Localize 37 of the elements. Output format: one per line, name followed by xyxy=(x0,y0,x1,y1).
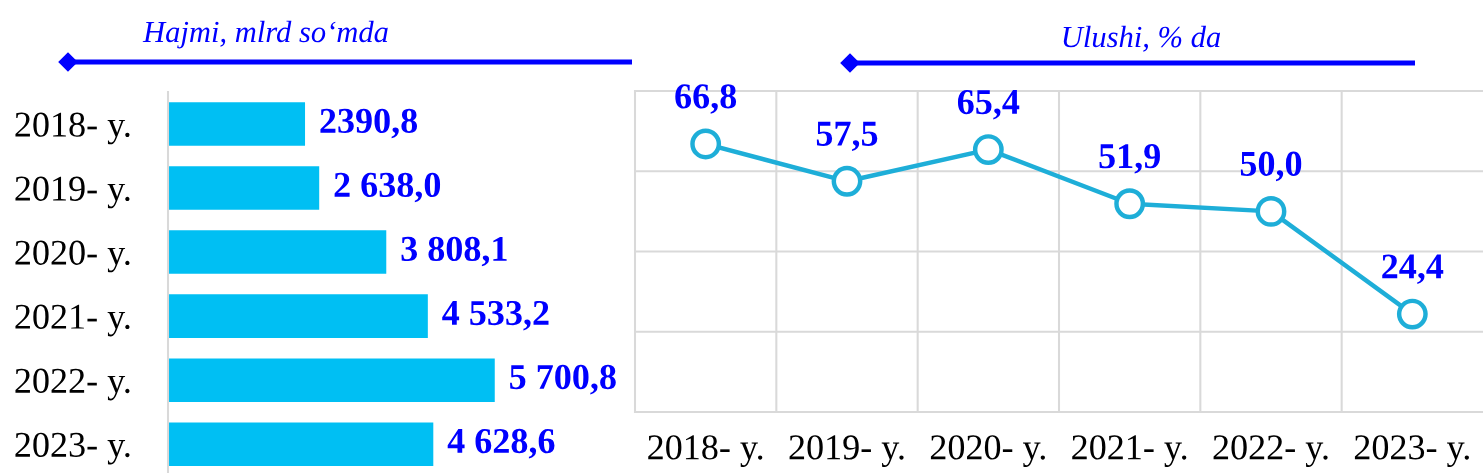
data-label: 2390,8 xyxy=(320,108,418,139)
data-label: 2 638,0 xyxy=(334,172,441,203)
point xyxy=(1396,298,1428,330)
y-tick-label: 2018- y. xyxy=(15,112,130,145)
point xyxy=(1114,188,1146,220)
data-label: 66,8 xyxy=(675,84,737,114)
data-label: 24,4 xyxy=(1382,254,1444,284)
bar xyxy=(168,422,434,466)
data-label: 4 628,6 xyxy=(447,428,555,459)
y-tick-label: 2021- y. xyxy=(15,304,130,337)
y-tick-label: 2022- y. xyxy=(15,368,130,401)
bar xyxy=(168,230,387,274)
data-label: 51,9 xyxy=(1099,144,1160,174)
point xyxy=(972,134,1004,165)
bar xyxy=(168,166,320,210)
point xyxy=(690,128,722,160)
data-label: 57,5 xyxy=(816,121,878,152)
data-label: 65,4 xyxy=(957,89,1020,120)
x-tick-label: 2018- y. xyxy=(648,435,763,467)
bar xyxy=(168,294,428,338)
point xyxy=(831,165,863,197)
x-tick-label: 2021- y. xyxy=(1072,435,1187,467)
data-label: 5 700,8 xyxy=(510,364,616,395)
point xyxy=(1255,195,1287,227)
data-label: 4 533,2 xyxy=(442,300,549,331)
x-tick-label: 2023- y. xyxy=(1354,435,1469,467)
data-label: 3 808,1 xyxy=(401,236,507,267)
bar xyxy=(168,358,495,402)
y-tick-label: 2020- y. xyxy=(15,240,130,273)
chart-title: Hajmi, mlrd so‘mda xyxy=(142,20,388,49)
chart-title: Ulushi, % da xyxy=(1063,25,1221,52)
data-label: 50,0 xyxy=(1240,151,1302,182)
x-tick-label: 2020- y. xyxy=(930,435,1045,467)
y-tick-label: 2019- y. xyxy=(15,176,130,209)
x-tick-label: 2019- y. xyxy=(789,435,904,467)
x-tick-label: 2022- y. xyxy=(1213,435,1328,467)
bar xyxy=(168,102,306,146)
